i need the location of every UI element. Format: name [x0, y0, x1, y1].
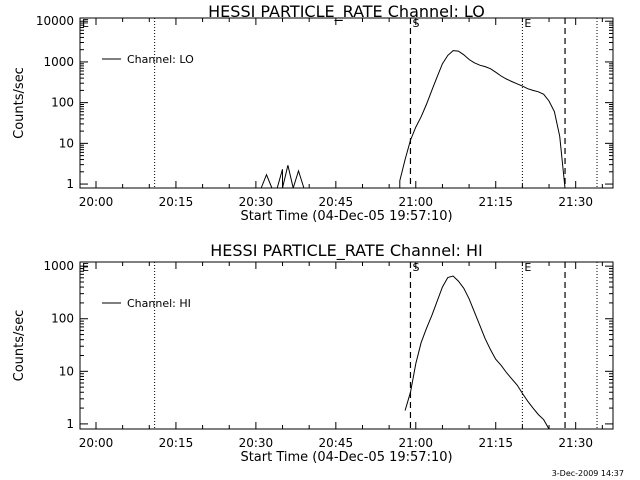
y-tick-label: 10 [59, 364, 74, 378]
flare-marker-label: E [82, 261, 89, 274]
data-series-line [399, 50, 566, 189]
plot-frame [79, 261, 614, 430]
y-axis-label: Counts/sec [12, 67, 27, 139]
y-tick-label: 1 [66, 417, 74, 431]
chart-panel-hi: HESSI PARTICLE_RATE Channel: HIESE20:002… [12, 241, 614, 465]
x-tick-label: 21:30 [558, 436, 593, 450]
x-tick-label: 21:15 [478, 195, 513, 209]
x-tick-label: 20:00 [79, 436, 114, 450]
y-tick-label: 10000 [36, 14, 74, 28]
x-tick-label: 21:00 [398, 195, 433, 209]
y-tick-label: 100 [51, 96, 74, 110]
x-tick-label: 20:30 [239, 195, 274, 209]
y-tick-label: 1000 [43, 259, 74, 273]
data-series-line [404, 275, 550, 430]
data-series-line [260, 173, 273, 189]
x-tick-label: 21:30 [558, 195, 593, 209]
x-tick-label: 20:15 [159, 195, 194, 209]
chart-title: HESSI PARTICLE_RATE Channel: HI [210, 241, 483, 261]
y-tick-label: 100 [51, 312, 74, 326]
flare-marker-label: E [524, 17, 531, 30]
chart-panel-lo: HESSI PARTICLE_RATE Channel: LOESE20:002… [12, 2, 614, 224]
x-axis-label: Start Time (04-Dec-05 19:57:10) [240, 450, 452, 465]
data-series-line [282, 165, 294, 189]
y-tick-label: 10 [59, 136, 74, 150]
data-series-line [276, 169, 283, 189]
data-series-line [292, 169, 305, 189]
legend-label: Channel: LO [127, 53, 194, 66]
legend-label: Channel: HI [127, 297, 191, 310]
flare-marker-label: E [82, 17, 89, 30]
y-tick-label: 1 [66, 177, 74, 191]
x-tick-label: 21:00 [398, 436, 433, 450]
footer-timestamp: 3-Dec-2009 14:37 [552, 469, 624, 478]
x-tick-label: 20:45 [319, 195, 354, 209]
y-tick-label: 1000 [43, 55, 74, 69]
chart-title: HESSI PARTICLE_RATE Channel: LO [208, 2, 485, 22]
x-tick-label: 20:15 [159, 436, 194, 450]
x-axis-label: Start Time (04-Dec-05 19:57:10) [240, 209, 452, 224]
x-tick-label: 20:30 [239, 436, 274, 450]
x-tick-label: 21:15 [478, 436, 513, 450]
x-tick-label: 20:45 [319, 436, 354, 450]
x-tick-label: 20:00 [79, 195, 114, 209]
flare-marker-label: E [524, 261, 531, 274]
plot-frame [79, 17, 614, 189]
y-axis-label: Counts/sec [12, 310, 27, 382]
